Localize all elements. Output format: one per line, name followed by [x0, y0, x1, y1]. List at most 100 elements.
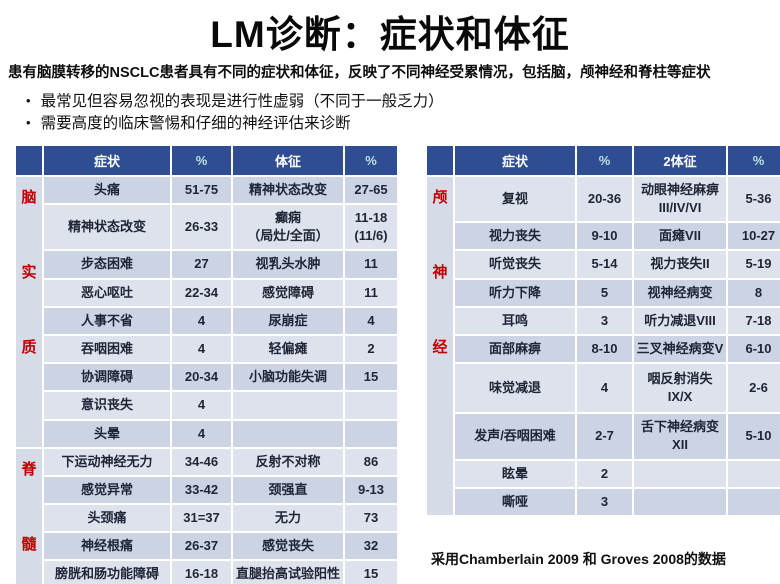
header-cell: %: [172, 145, 231, 175]
header-cell: %: [345, 145, 397, 175]
symptom-cell: 步态困难: [44, 251, 170, 278]
symptom-cell: 意识丧失: [44, 392, 170, 419]
brain-spine-symptom-table: 症状% 体征% 脑 实 质头痛 51-75 精神状态改变 27-65 精神状态改变 26-33…: [14, 144, 399, 584]
symptom-cell: 头晕: [44, 420, 170, 447]
sign-percent-cell: 5-10: [728, 414, 780, 459]
table-row: 脊 髓下运动神经无力 34-46 反射不对称 86: [16, 448, 397, 584]
symptom-percent-cell: 22-34: [172, 279, 231, 306]
symptom-cell: 面部麻痹: [455, 335, 575, 363]
symptom-cell: 吞咽困难: [44, 335, 170, 363]
symptom-cell: 头痛: [44, 176, 170, 204]
sign-percent-cell: 32: [345, 533, 397, 560]
sign-cell: 反射不对称: [233, 448, 343, 475]
sign-percent-cell: [728, 488, 780, 515]
symptom-cell: 下运动神经无力: [44, 448, 170, 475]
table-row: 味觉减退 4 咽反射消失IX/X 2-6: [427, 364, 780, 413]
symptom-percent-cell: 20-36: [577, 176, 632, 222]
symptom-percent-cell: 5: [577, 279, 632, 306]
sign-percent-cell: 4: [345, 307, 397, 334]
sign-cell: 感觉丧失: [233, 533, 343, 560]
sign-percent-cell: 5-36: [728, 176, 780, 222]
sign-percent-cell: 11: [345, 251, 397, 278]
symptom-percent-cell: 3: [577, 307, 632, 334]
header-cell: %: [728, 145, 780, 175]
sign-cell: 舌下神经病变 XII: [634, 414, 726, 459]
sign-cell: 咽反射消失IX/X: [634, 364, 726, 413]
sign-percent-cell: 8: [728, 279, 780, 306]
table-row: 听力下降 5 视神经病变 8: [427, 279, 780, 306]
header-cell: %: [577, 145, 632, 175]
sign-percent-cell: 73: [345, 505, 397, 532]
bullet-item: 需要高度的临床警惕和仔细的神经评估来诊断: [26, 113, 780, 135]
table-row: 听觉丧失 5-14 视力丧失II 5-19: [427, 251, 780, 278]
table-row: 头晕 4: [16, 420, 397, 447]
table-row: 脑 实 质头痛 51-75 精神状态改变 27-65: [16, 176, 397, 447]
sign-percent-cell: 11-18 (11/6): [345, 205, 397, 250]
symptom-cell: 头颈痛: [44, 505, 170, 532]
header-cell: 症状: [44, 145, 170, 175]
sign-percent-cell: 15: [345, 561, 397, 584]
header-cell: 症状: [455, 145, 575, 175]
symptom-percent-cell: 8-10: [577, 335, 632, 363]
sign-cell: 轻偏瘫: [233, 335, 343, 363]
symptom-cell: 眩晕: [455, 460, 575, 487]
table-row: 眩晕 2: [427, 460, 780, 487]
category-cell: 脊 髓: [16, 448, 42, 584]
sign-percent-cell: [728, 460, 780, 487]
sign-percent-cell: 86: [345, 448, 397, 475]
symptom-percent-cell: 2: [577, 460, 632, 487]
table-row: 协调障碍 20-34 小脑功能失调 15: [16, 364, 397, 391]
category-cell: 颅 神 经: [427, 176, 453, 515]
tables-area: 症状% 体征% 脑 实 质头痛 51-75 精神状态改变 27-65 精神状态改变 26-33…: [0, 139, 780, 584]
table-row: 意识丧失 4: [16, 392, 397, 419]
header-corner-cell: [427, 145, 453, 175]
table-row: 膀胱和肠功能障碍 16-18 直腿抬高试验阳性 15: [16, 561, 397, 584]
source-note: 采用Chamberlain 2009 和 Groves 2008的数据: [431, 550, 726, 567]
symptom-cell: 嘶哑: [455, 488, 575, 515]
symptom-cell: 人事不省: [44, 307, 170, 334]
sign-percent-cell: 27-65: [345, 176, 397, 204]
sign-cell: 听力减退VIII: [634, 307, 726, 334]
table-row: 耳鸣 3 听力减退VIII 7-18: [427, 307, 780, 334]
sign-cell: [233, 392, 343, 419]
table-row: 步态困难 27 视乳头水肿 11: [16, 251, 397, 278]
sign-percent-cell: 2-6: [728, 364, 780, 413]
symptom-cell: 神经根痛: [44, 533, 170, 560]
symptom-cell: 膀胱和肠功能障碍: [44, 561, 170, 584]
sign-cell: 尿崩症: [233, 307, 343, 334]
category-cell: 脑 实 质: [16, 176, 42, 447]
sign-cell: 感觉障碍: [233, 279, 343, 306]
sign-percent-cell: 2: [345, 335, 397, 363]
symptom-cell: 听觉丧失: [455, 251, 575, 278]
symptom-percent-cell: 4: [172, 420, 231, 447]
symptom-percent-cell: 20-34: [172, 364, 231, 391]
table-row: 精神状态改变 26-33 癫痫 （局灶/全面） 11-18 (11/6): [16, 205, 397, 250]
sign-percent-cell: 5-19: [728, 251, 780, 278]
symptom-cell: 发声/吞咽困难: [455, 414, 575, 459]
table-row: 吞咽困难 4 轻偏瘫 2: [16, 335, 397, 363]
table-row: 神经根痛 26-37 感觉丧失 32: [16, 533, 397, 560]
header-cell: 体征: [233, 145, 343, 175]
symptom-percent-cell: 4: [172, 392, 231, 419]
sign-percent-cell: 11: [345, 279, 397, 306]
table-row: 嘶哑 3: [427, 488, 780, 515]
table-row: 发声/吞咽困难 2-7 舌下神经病变 XII 5-10: [427, 414, 780, 459]
sign-percent-cell: [345, 420, 397, 447]
sign-cell: 视神经病变: [634, 279, 726, 306]
symptom-percent-cell: 27: [172, 251, 231, 278]
sign-cell: 颈强直: [233, 476, 343, 504]
sign-percent-cell: [345, 392, 397, 419]
sign-cell: 直腿抬高试验阳性: [233, 561, 343, 584]
symptom-cell: 视力丧失: [455, 223, 575, 250]
symptom-percent-cell: 31=37: [172, 505, 231, 532]
symptom-percent-cell: 4: [577, 364, 632, 413]
left-table-column: 症状% 体征% 脑 实 质头痛 51-75 精神状态改变 27-65 精神状态改变 26-33…: [14, 144, 399, 584]
sign-percent-cell: 9-13: [345, 476, 397, 504]
sign-cell: [233, 420, 343, 447]
table-header-row: 症状% 体征%: [16, 145, 397, 175]
sign-percent-cell: 7-18: [728, 307, 780, 334]
table-row: 头颈痛 31=37 无力 73: [16, 505, 397, 532]
symptom-cell: 耳鸣: [455, 307, 575, 334]
symptom-percent-cell: 16-18: [172, 561, 231, 584]
